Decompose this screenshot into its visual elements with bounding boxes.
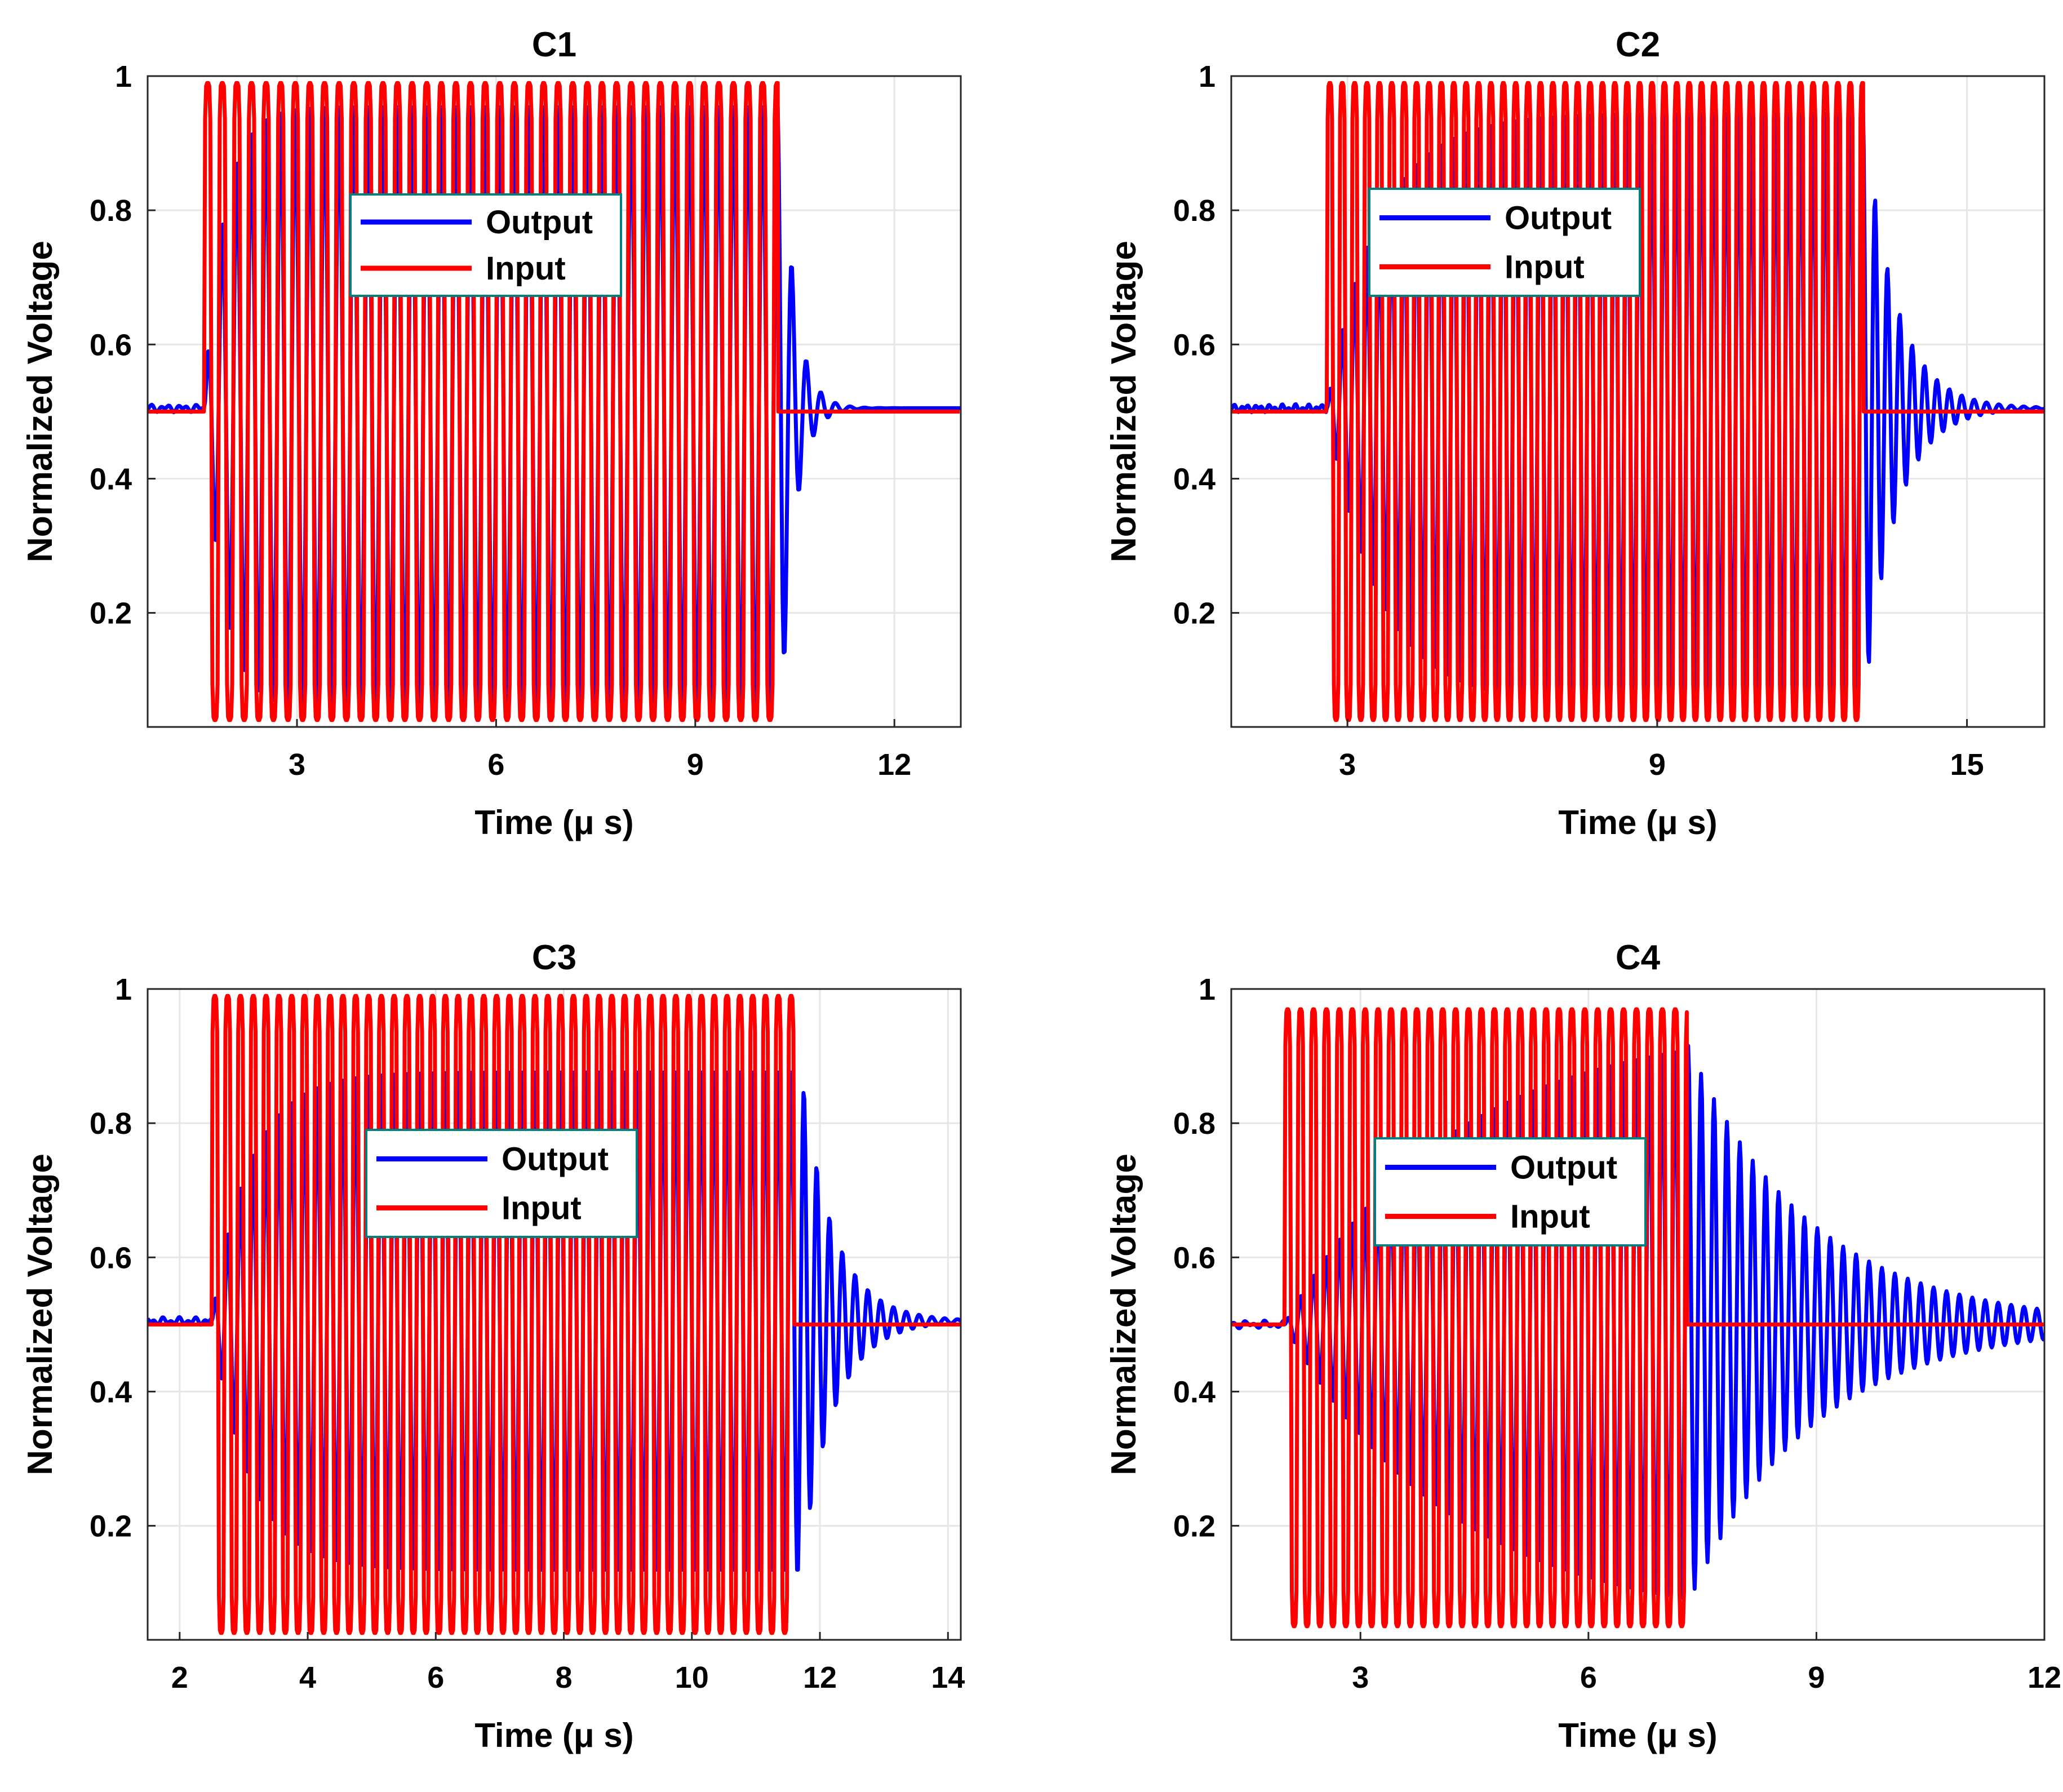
y-tick-label: 1 bbox=[115, 60, 132, 94]
x-tick-label: 3 bbox=[1352, 1661, 1369, 1695]
y-tick-label: 0.4 bbox=[90, 1375, 132, 1409]
x-tick-label: 12 bbox=[803, 1661, 837, 1695]
x-tick-label: 9 bbox=[1649, 748, 1666, 782]
y-tick-label: 0.2 bbox=[90, 1510, 132, 1543]
panel-c4: 3 6 9 12 0.2 0.4 0.6 0.8 1 C4 Time (μ s) Normalized… bbox=[1104, 938, 2061, 1754]
legend-box bbox=[1374, 1137, 1647, 1247]
chart-title: C1 bbox=[532, 25, 576, 64]
y-tick-label: 0.4 bbox=[1173, 462, 1215, 496]
legend-box bbox=[349, 193, 622, 297]
legend-label-output: Output bbox=[1510, 1150, 1617, 1186]
x-tick-label: 3 bbox=[289, 748, 305, 782]
legend-label-input: Input bbox=[1505, 249, 1585, 286]
y-axis-label: Normalized Voltage bbox=[1104, 1154, 1143, 1475]
legend-label-output: Output bbox=[502, 1141, 609, 1178]
x-tick-label: 6 bbox=[1580, 1661, 1597, 1695]
y-tick-label: 0.6 bbox=[90, 328, 132, 362]
x-tick-label: 9 bbox=[687, 748, 704, 782]
y-tick-label: 0.8 bbox=[90, 194, 132, 228]
x-tick-label: 12 bbox=[877, 748, 911, 782]
chart-title: C2 bbox=[1616, 25, 1660, 64]
x-tick-label: 6 bbox=[487, 748, 504, 782]
panel-c3: 2 4 6 8 10 12 14 0.2 0.4 0.6 0.8 1 C3 Time (μ s) Norma… bbox=[21, 938, 965, 1754]
y-axis-label: Normalized Voltage bbox=[21, 241, 60, 562]
x-axis-label: Time (μ s) bbox=[474, 1716, 633, 1754]
y-tick-label: 0.2 bbox=[90, 597, 132, 631]
axes-box bbox=[1230, 988, 2046, 1641]
axes-box bbox=[147, 75, 962, 728]
legend-label-input: Input bbox=[486, 250, 566, 287]
y-tick-label: 0.2 bbox=[1173, 597, 1215, 631]
series-group bbox=[1231, 1007, 2044, 1629]
legend-box bbox=[1368, 188, 1641, 297]
y-tick-label: 1 bbox=[1199, 973, 1215, 1006]
y-tick-label: 0.2 bbox=[1173, 1510, 1215, 1543]
x-tick-label: 8 bbox=[556, 1661, 573, 1695]
legend-label-output: Output bbox=[1505, 200, 1612, 237]
x-axis-label: Time (μ s) bbox=[1558, 1716, 1717, 1754]
x-tick-label: 10 bbox=[675, 1661, 709, 1695]
chart-title: C3 bbox=[532, 938, 576, 977]
x-tick-label: 6 bbox=[427, 1661, 444, 1695]
x-axis-label: Time (μ s) bbox=[474, 804, 633, 841]
y-tick-label: 1 bbox=[1199, 60, 1215, 94]
legend: Output Input bbox=[1368, 188, 1641, 297]
x-tick-label: 9 bbox=[1808, 1661, 1825, 1695]
y-tick-label: 0.4 bbox=[90, 462, 132, 496]
series-group bbox=[148, 993, 961, 1635]
legend: Output Input bbox=[349, 193, 622, 297]
x-tick-label: 4 bbox=[299, 1661, 316, 1695]
panel-c1: 3 6 9 12 0.2 0.4 0.6 0.8 1 C1 Time (μ s) Normalized… bbox=[21, 25, 962, 841]
y-tick-label: 1 bbox=[115, 973, 132, 1006]
y-tick-label: 0.6 bbox=[1173, 1241, 1215, 1275]
y-tick-label: 0.6 bbox=[1173, 328, 1215, 362]
legend-label-input: Input bbox=[1510, 1199, 1590, 1235]
x-tick-label: 2 bbox=[171, 1661, 188, 1695]
series-input-line bbox=[148, 81, 960, 722]
y-tick-label: 0.8 bbox=[1173, 1107, 1215, 1141]
y-tick-label: 0.4 bbox=[1173, 1375, 1215, 1409]
chart-title: C4 bbox=[1616, 938, 1661, 977]
axes-box bbox=[1230, 75, 2046, 728]
y-axis-label: Normalized Voltage bbox=[21, 1154, 60, 1475]
x-tick-label: 3 bbox=[1339, 748, 1356, 782]
y-tick-label: 0.6 bbox=[90, 1241, 132, 1275]
series-input-line bbox=[148, 993, 961, 1635]
y-tick-label: 0.8 bbox=[90, 1107, 132, 1141]
y-axis-label: Normalized Voltage bbox=[1104, 241, 1143, 562]
series-input-line bbox=[1231, 1007, 2044, 1629]
legend-label-output: Output bbox=[486, 204, 593, 241]
legend-label-input: Input bbox=[502, 1190, 582, 1227]
legend: Output Input bbox=[1374, 1137, 1647, 1247]
x-axis-label: Time (μ s) bbox=[1558, 804, 1717, 841]
x-tick-label: 14 bbox=[931, 1661, 965, 1695]
legend-box bbox=[365, 1129, 638, 1238]
legend: Output Input bbox=[365, 1129, 638, 1238]
y-tick-label: 0.8 bbox=[1173, 194, 1215, 228]
panel-c2: 3 9 15 0.2 0.4 0.6 0.8 1 C2 Time (μ s) Normalized … bbox=[1104, 25, 2046, 841]
axes-box bbox=[147, 988, 962, 1641]
series-group bbox=[148, 81, 961, 722]
x-tick-label: 12 bbox=[2027, 1661, 2061, 1695]
x-tick-label: 15 bbox=[1950, 748, 1984, 782]
